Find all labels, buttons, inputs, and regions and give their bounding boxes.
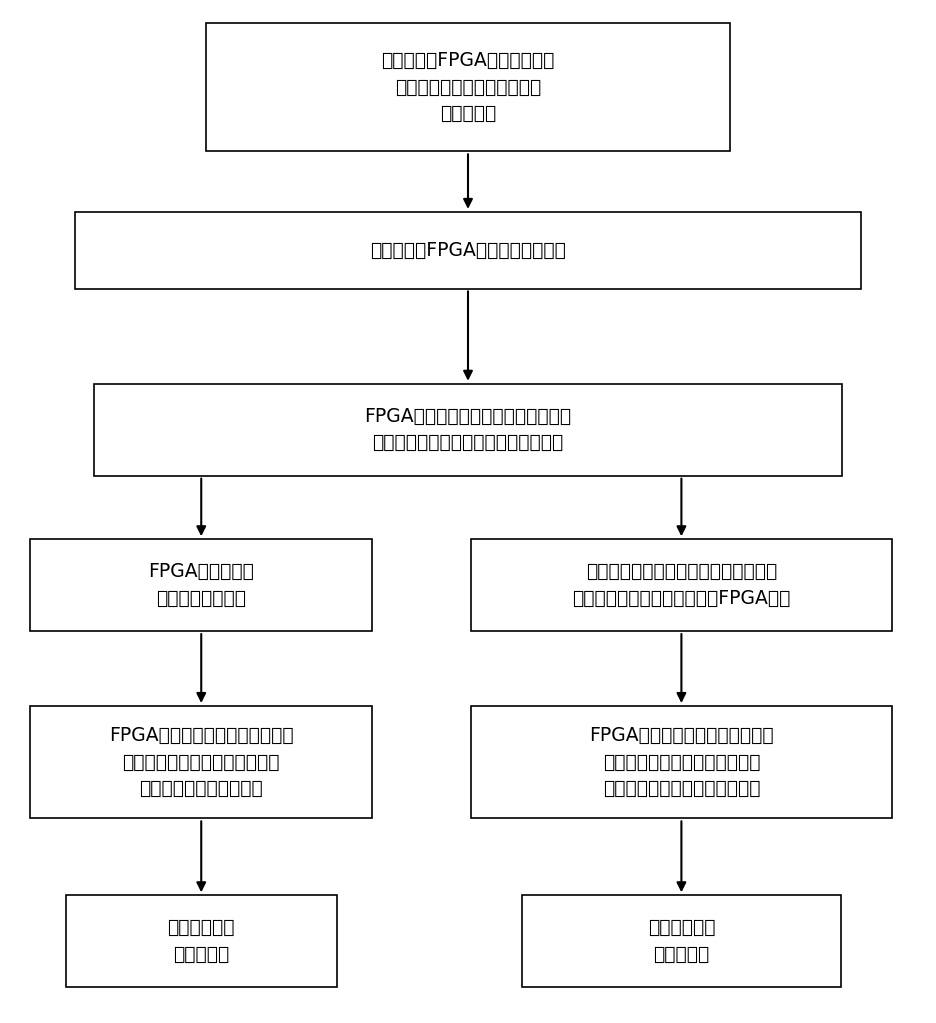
Bar: [94, 384, 842, 476]
Bar: [206, 23, 730, 150]
Bar: [31, 706, 373, 818]
Text: FPGA芯片把待测芯片的输出响应
和测试向量中的测试信息进行比
较，判断比较结果一致性: FPGA芯片把待测芯片的输出响应 和测试向量中的测试信息进行比 较，判断比较结果…: [109, 726, 294, 798]
Text: 主控芯片向FPGA芯片发送测试命令: 主控芯片向FPGA芯片发送测试命令: [370, 241, 566, 260]
Bar: [471, 539, 892, 631]
Bar: [522, 895, 841, 987]
Text: FPGA芯片把待测芯片的模拟输出
响应与测试向量中的测试信息进
行比较，判断比较结果的一致性: FPGA芯片把待测芯片的模拟输出 响应与测试向量中的测试信息进 行比较，判断比较…: [589, 726, 774, 798]
Text: FPGA芯片采集待
测芯片的输出响应: FPGA芯片采集待 测芯片的输出响应: [148, 563, 255, 608]
Text: FPGA芯片从测试向量存储设备中读取
测试向量，并向待测芯片发送激励信号: FPGA芯片从测试向量存储设备中读取 测试向量，并向待测芯片发送激励信号: [364, 407, 572, 452]
Text: 判定待测芯片
是否为良品: 判定待测芯片 是否为良品: [648, 919, 715, 964]
Bar: [471, 706, 892, 818]
Text: 主控芯片把FPGA芯片配置成与
待测芯片相对应的控制与数据
端口处理器: 主控芯片把FPGA芯片配置成与 待测芯片相对应的控制与数据 端口处理器: [381, 51, 555, 123]
Text: 模拟参数模块采集待测芯片的模拟输出
响应并把模拟输出响应发送到FPGA芯片: 模拟参数模块采集待测芯片的模拟输出 响应并把模拟输出响应发送到FPGA芯片: [572, 563, 791, 608]
Bar: [31, 539, 373, 631]
Bar: [66, 895, 337, 987]
Bar: [75, 213, 861, 288]
Text: 判定待测芯片
是否为良品: 判定待测芯片 是否为良品: [168, 919, 235, 964]
